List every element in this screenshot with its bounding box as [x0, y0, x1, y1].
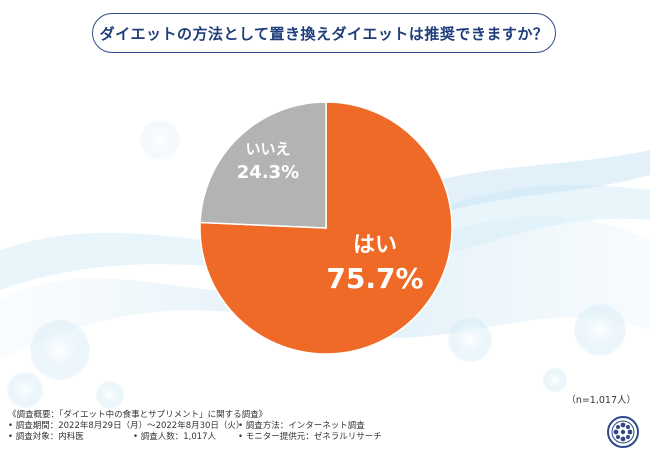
pie-slice-yes [199, 101, 453, 355]
company-logo [607, 416, 639, 448]
pie-slice-no [199, 101, 327, 229]
survey-info-row-1: • 調査期間：2022年8月29日（月）～2022年8月30日（火） • 調査方… [8, 421, 598, 432]
slice-value-no: 24.3% [237, 162, 299, 183]
survey-period: • 調査期間：2022年8月29日（月）～2022年8月30日（火） [8, 421, 245, 431]
slice-label-no: いいえ [245, 140, 290, 158]
survey-target: • 調査対象：内科医 [8, 432, 84, 442]
survey-title: 《調査概要：「ダイエット中の食事とサプリメント」に関する調査》 [8, 410, 268, 420]
sample-size-label: （n=1,017人） [566, 395, 636, 406]
survey-question-title: ダイエットの方法として置き換えダイエットは推奨できますか？ [92, 13, 556, 53]
survey-count: • 調査人数：1,017人 [133, 432, 217, 442]
survey-title-row: 《調査概要：「ダイエット中の食事とサプリメント」に関する調査》 [8, 410, 598, 421]
survey-method: • 調査方法：インターネット調査 [238, 421, 365, 431]
slice-value-yes: 75.7% [326, 262, 423, 295]
survey-summary: 《調査概要：「ダイエット中の食事とサプリメント」に関する調査》 • 調査期間：2… [8, 410, 598, 443]
slice-label-yes: はい [353, 233, 397, 258]
survey-info-row-2: • 調査対象：内科医 • 調査人数：1,017人 • モニター提供元：ゼネラルリ… [8, 432, 598, 443]
survey-provider: • モニター提供元：ゼネラルリサーチ [238, 432, 382, 442]
